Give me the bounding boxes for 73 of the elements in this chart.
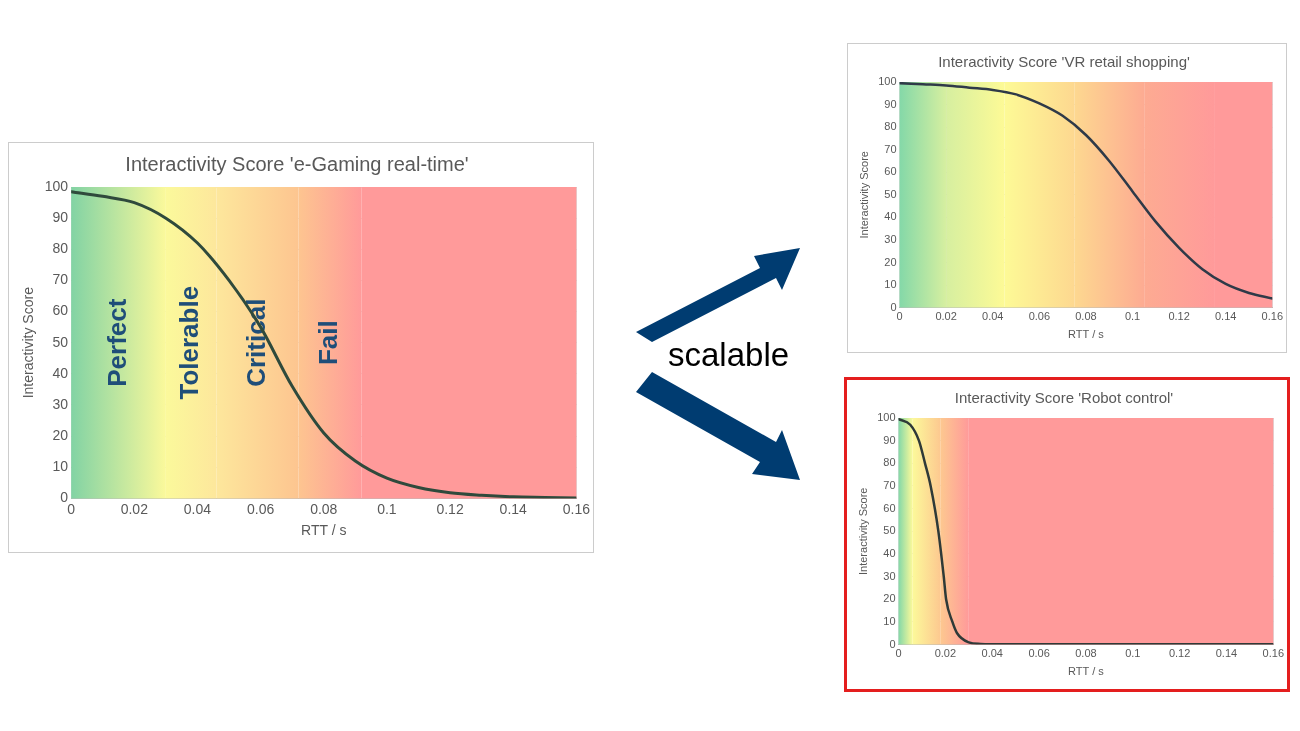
y-tick-label: 70 [883, 479, 896, 492]
x-tick-label: 0.1 [1124, 310, 1141, 323]
y-tick-label: 0 [889, 637, 896, 650]
y-tick-label: 50 [52, 333, 69, 350]
y-tick-label: 70 [884, 142, 897, 155]
x-tick-label: 0.16 [562, 500, 591, 517]
y-tick-label: 0 [60, 489, 69, 506]
y-tick-label: 20 [52, 426, 69, 443]
y-tick-label: 90 [52, 209, 69, 225]
band-label: Critical [240, 298, 271, 387]
y-tick-label: 40 [884, 210, 897, 223]
y-tick-label: 30 [884, 232, 897, 245]
x-tick-label: 0.12 [436, 500, 464, 517]
x-tick-label: 0.14 [1215, 647, 1238, 660]
y-tick-label: 0 [890, 300, 897, 313]
x-tick-label: 0.08 [310, 500, 338, 517]
line-series [71, 190, 577, 499]
x-tick-label: 0.16 [1262, 647, 1285, 660]
y-tick-label: 60 [884, 165, 897, 178]
y-tick-label: 100 [44, 177, 69, 194]
x-tick-label: 0.02 [934, 647, 957, 660]
x-tick-label: 0.06 [246, 500, 275, 517]
x-tick-label: 0.08 [1075, 647, 1097, 660]
y-tick-label: 60 [883, 501, 896, 514]
x-tick-label: 0.02 [935, 310, 957, 323]
chart-title: Interactivity Score 'Robot control' [954, 389, 1174, 407]
y-tick-label: 90 [884, 97, 897, 110]
y-tick-label: 100 [877, 411, 896, 424]
y-axis-title: Interactivity Score [856, 487, 869, 576]
x-tick-label: 0.1 [1125, 647, 1141, 660]
x-tick-label: 0.08 [1075, 310, 1097, 323]
y-tick-label: 80 [884, 120, 897, 133]
x-tick-label: 0.04 [981, 647, 1003, 660]
x-tick-label: 0.14 [499, 500, 528, 517]
y-axis-title: Interactivity Score [857, 151, 870, 239]
y-tick-label: 40 [883, 546, 896, 559]
x-axis-title: RTT / s [1068, 665, 1105, 678]
y-tick-label: 60 [52, 302, 69, 319]
y-tick-label: 10 [883, 614, 896, 627]
chart-title: Interactivity Score 'e-Gaming real-time' [125, 152, 469, 175]
x-tick-label: 0.02 [120, 500, 149, 517]
chart-title: Interactivity Score 'VR retail shopping' [938, 53, 1190, 71]
y-tick-label: 50 [884, 187, 897, 200]
x-tick-label: 0.04 [183, 500, 212, 517]
band-label: Fail [313, 320, 344, 366]
y-tick-label: 70 [52, 271, 69, 288]
y-tick-label: 20 [883, 592, 896, 605]
y-tick-label: 30 [883, 569, 896, 582]
x-axis-title: RTT / s [301, 522, 347, 539]
x-tick-label: 0.06 [1028, 310, 1051, 323]
x-tick-label: 0.12 [1168, 647, 1191, 660]
x-axis-title: RTT / s [1068, 328, 1105, 341]
x-tick-label: 0.14 [1214, 310, 1237, 323]
y-tick-label: 80 [52, 240, 69, 257]
x-tick-label: 0.04 [982, 310, 1004, 323]
x-tick-label: 0.12 [1168, 310, 1190, 323]
x-tick-label: 0.16 [1261, 310, 1284, 323]
y-tick-label: 100 [878, 75, 897, 88]
text: scalable [668, 336, 790, 374]
band-label: Tolerable [174, 285, 205, 400]
y-tick-label: 10 [52, 458, 69, 475]
y-tick-label: 30 [52, 395, 69, 412]
y-tick-label: 40 [52, 364, 69, 381]
x-tick-label: 0.06 [1028, 647, 1050, 660]
y-tick-label: 90 [883, 433, 896, 446]
band-label: Perfect [101, 298, 132, 387]
y-axis-title: Interactivity Score [20, 286, 37, 399]
x-tick-label: 0.1 [377, 500, 397, 517]
y-tick-label: 50 [883, 524, 896, 537]
y-tick-label: 20 [884, 255, 897, 268]
y-tick-label: 80 [883, 456, 896, 469]
line-series [898, 418, 1274, 645]
y-tick-label: 10 [884, 278, 897, 291]
